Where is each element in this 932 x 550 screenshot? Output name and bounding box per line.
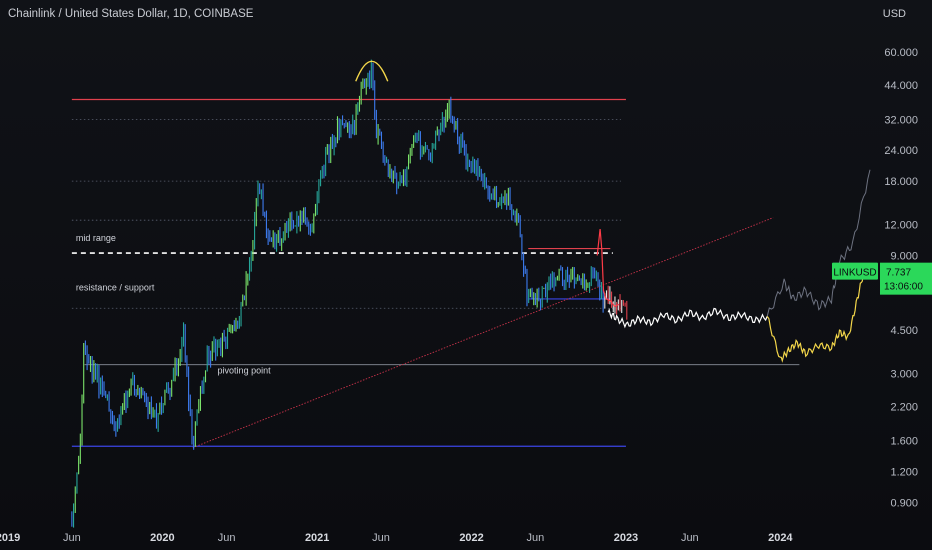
x-tick-label: 2024 [768, 532, 793, 544]
y-tick-label: 18.000 [884, 176, 918, 188]
forecast-gray [766, 169, 871, 317]
x-tick-label: Jun [372, 532, 390, 544]
annotation-1: resistance / support [76, 282, 155, 292]
chart-title: Chainlink / United States Dollar, 1D, CO… [8, 8, 254, 20]
x-tick-label: Jun [527, 532, 545, 544]
y-tick-label: 32.000 [884, 114, 918, 126]
price-badge-countdown: 13:06:00 [884, 282, 923, 293]
x-tick-label: 2020 [150, 532, 174, 544]
x-tick-label: 2021 [305, 532, 329, 544]
forecast-white [607, 307, 768, 329]
y-tick-label: 24.000 [884, 145, 918, 157]
y-tick-label: 12.000 [884, 220, 918, 232]
trendline [192, 217, 774, 449]
history-overlay [596, 229, 620, 308]
price-badge-symbol: LINKUSD [833, 268, 876, 279]
forecast-yellow [766, 265, 866, 363]
x-tick-label: Jun [218, 532, 236, 544]
y-tick-label: 9.000 [890, 250, 918, 262]
x-tick-label: 2019 [0, 532, 20, 544]
x-tick-label: 2022 [459, 532, 483, 544]
price-badge-value: 7.737 [886, 268, 911, 279]
y-tick-label: 1.600 [890, 436, 918, 448]
y-tick-label: 44.000 [884, 80, 918, 92]
y-tick-label: 60.000 [884, 47, 918, 59]
y-tick-label: 4.500 [890, 325, 918, 337]
currency-label: USD [882, 8, 906, 20]
y-tick-label: 2.200 [890, 402, 918, 414]
y-tick-label: 3.000 [890, 368, 918, 380]
y-tick-label: 1.200 [890, 467, 918, 479]
x-tick-label: Jun [681, 532, 699, 544]
x-tick-label: 2023 [614, 532, 638, 544]
y-tick-label: 0.900 [890, 497, 918, 509]
annotation-0: mid range [76, 233, 116, 243]
price-badge-bg [880, 262, 932, 295]
price-badge-symbol-bg [832, 262, 878, 280]
annotation-2: pivoting point [218, 365, 272, 375]
top-arc [355, 60, 389, 82]
x-tick-label: Jun [63, 532, 81, 544]
